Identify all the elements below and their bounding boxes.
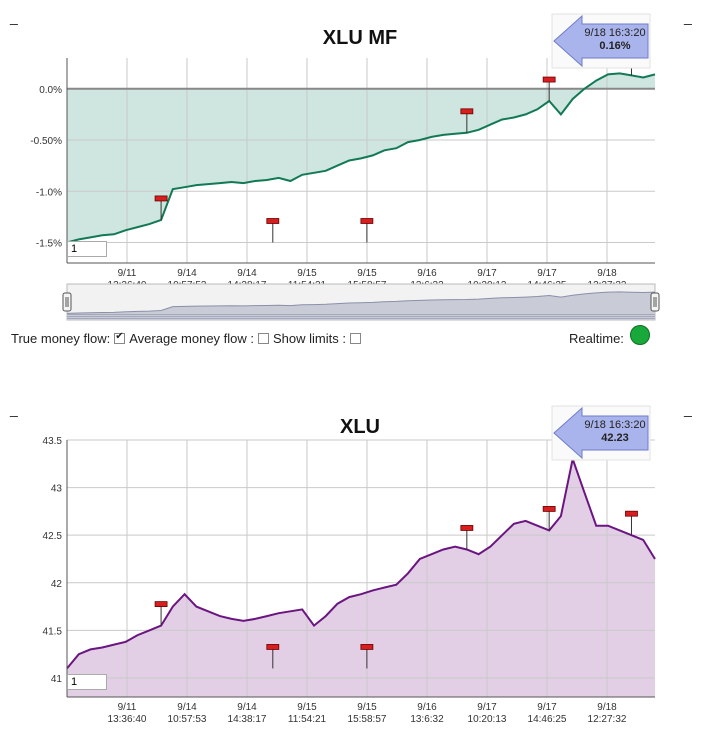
- x-tick-time: 13:6:32: [410, 714, 444, 725]
- x-tick-date: 9/14: [237, 702, 257, 713]
- average-money-flow-label: Average money flow :: [129, 331, 255, 346]
- x-tick-date: 9/17: [477, 702, 497, 713]
- average-money-flow-checkbox[interactable]: [258, 333, 270, 344]
- x-tick-date: 9/15: [297, 702, 317, 713]
- flag-value: 42.23: [601, 432, 629, 444]
- x-tick-date: 9/11: [118, 702, 137, 713]
- options-bar: True money flow: Average money flow : Sh…: [11, 331, 365, 346]
- series-line: [66, 455, 656, 670]
- event-marker-flag: [460, 108, 474, 115]
- x-tick-date: 9/14: [177, 268, 197, 279]
- x-tick-time: 12:27:32: [588, 714, 627, 725]
- price-chart: XLU43.54342.54241.5419/1113:36:409/1410:…: [9, 401, 692, 725]
- flag-time: 9/18 16:3:20: [584, 419, 645, 431]
- y-tick-label: 0.0%: [39, 85, 62, 96]
- event-marker-flag: [360, 644, 374, 650]
- navigator-line: [66, 291, 656, 314]
- y-tick-label: -1.0%: [36, 187, 62, 198]
- flag-value: 0.16%: [599, 40, 630, 52]
- y-tick-label: 41.5: [43, 626, 63, 637]
- event-marker-flag: [542, 76, 556, 83]
- x-tick-time: 14:46:25: [528, 714, 567, 725]
- navigator-band: [67, 318, 655, 319]
- event-marker-flag: [460, 525, 474, 531]
- x-tick-date: 9/14: [237, 268, 257, 279]
- bottom-zoom-input[interactable]: [67, 674, 107, 690]
- flag-time: 9/18 16:3:20: [584, 27, 645, 39]
- x-tick-time: 10:20:13: [468, 714, 507, 725]
- chart-title: XLU: [340, 416, 380, 438]
- x-tick-date: 9/15: [297, 268, 317, 279]
- y-tick-label: 43: [51, 484, 63, 495]
- money-flow-chart: XLU MF0.0%-0.50%-1.0%-1.5%9/1113:36:409/…: [9, 9, 692, 291]
- navigator-area: [67, 291, 655, 320]
- top-zoom-input[interactable]: [67, 241, 107, 257]
- y-tick-label: -0.50%: [30, 136, 62, 147]
- x-tick-date: 9/15: [357, 702, 377, 713]
- event-marker-flag: [266, 644, 280, 650]
- series-line: [66, 72, 656, 244]
- navigator-handle[interactable]: [650, 292, 660, 312]
- minimize-left-icon[interactable]: _: [9, 9, 18, 25]
- y-tick-label: 41: [51, 674, 63, 685]
- navigator-band: [67, 314, 655, 315]
- event-marker-flag: [625, 510, 638, 517]
- x-tick-date: 9/18: [597, 268, 617, 279]
- x-tick-date: 9/16: [417, 268, 437, 279]
- realtime-label: Realtime:: [569, 331, 624, 346]
- minimize-left-icon[interactable]: _: [9, 401, 18, 417]
- y-tick-label: 43.5: [43, 436, 63, 447]
- range-navigator[interactable]: [62, 283, 660, 321]
- x-tick-date: 9/16: [417, 702, 437, 713]
- x-tick-time: 15:58:57: [348, 714, 387, 725]
- series-area: [67, 459, 655, 697]
- navigator-handle[interactable]: [62, 292, 72, 312]
- minimize-right-icon[interactable]: _: [683, 401, 692, 417]
- event-marker-flag: [542, 506, 556, 512]
- event-marker-flag: [360, 218, 374, 224]
- y-tick-label: -1.5%: [36, 239, 62, 250]
- x-tick-time: 11:54:21: [288, 714, 327, 725]
- x-tick-date: 9/17: [477, 268, 497, 279]
- x-tick-date: 9/17: [537, 268, 557, 279]
- show-limits-checkbox[interactable]: [349, 333, 361, 344]
- true-money-flow-label: True money flow:: [11, 331, 111, 346]
- event-marker-flag: [154, 601, 168, 608]
- minimize-right-icon[interactable]: _: [683, 9, 692, 25]
- y-tick-label: 42.5: [43, 531, 63, 542]
- flag-arrow: [553, 406, 649, 460]
- flag-arrow: [553, 14, 649, 68]
- show-limits-label: Show limits :: [273, 331, 346, 346]
- realtime-status-indicator[interactable]: [630, 325, 650, 345]
- x-tick-time: 13:36:40: [108, 714, 147, 725]
- event-marker-flag: [154, 195, 168, 202]
- event-marker-flag: [266, 218, 280, 224]
- x-tick-date: 9/15: [357, 268, 377, 279]
- x-tick-date: 9/18: [597, 702, 617, 713]
- x-tick-date: 9/17: [537, 702, 557, 713]
- chart-title: XLU MF: [323, 27, 397, 49]
- x-tick-date: 9/14: [177, 702, 197, 713]
- true-money-flow-checkbox[interactable]: [114, 331, 126, 344]
- x-tick-date: 9/11: [118, 268, 137, 279]
- navigator-band: [67, 316, 655, 317]
- current-value-flag: 9/18 16:3:200.16%: [551, 13, 651, 69]
- x-tick-time: 10:57:53: [168, 714, 207, 725]
- y-tick-label: 42: [51, 579, 63, 590]
- x-tick-time: 14:38:17: [228, 714, 267, 725]
